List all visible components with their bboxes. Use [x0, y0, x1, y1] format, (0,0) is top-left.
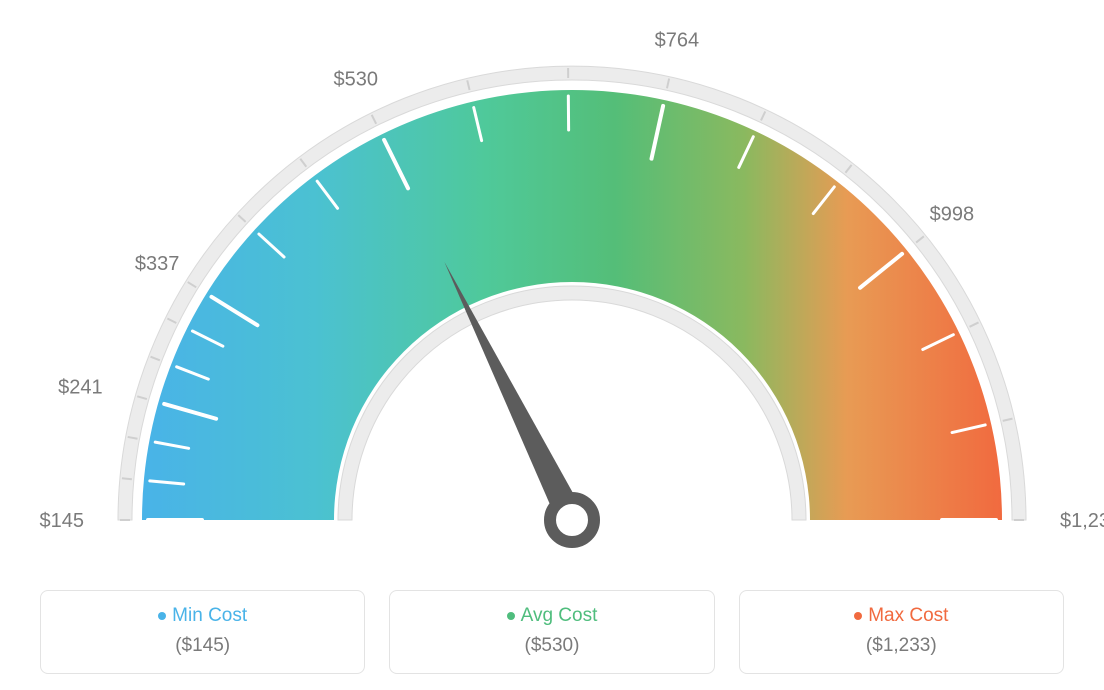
legend-avg-dot [507, 612, 515, 620]
gauge-tick-label: $145 [40, 510, 85, 532]
gauge-tick-label: $530 [333, 69, 378, 91]
gauge-tick-label: $241 [58, 376, 103, 398]
legend-card-avg: Avg Cost ($530) [389, 590, 714, 674]
legend-max-title: Max Cost [750, 605, 1053, 627]
legend-avg-label: Avg Cost [521, 605, 598, 626]
gauge-tick-label: $1,233 [1060, 510, 1104, 532]
legend-min-value: ($145) [51, 635, 354, 657]
gauge-tick-label: $337 [135, 253, 180, 275]
legend-row: Min Cost ($145) Avg Cost ($530) Max Cost… [20, 590, 1084, 674]
legend-card-min: Min Cost ($145) [40, 590, 365, 674]
legend-card-max: Max Cost ($1,233) [739, 590, 1064, 674]
legend-min-label: Min Cost [172, 605, 247, 626]
gauge-svg: $145 $241 $337 $530 $764 $998 $1,233 [20, 20, 1104, 580]
gauge-tick-label: $764 [655, 29, 700, 51]
legend-max-dot [854, 612, 862, 620]
legend-avg-title: Avg Cost [400, 605, 703, 627]
gauge-tick-label: $998 [930, 204, 975, 226]
legend-max-label: Max Cost [868, 605, 948, 626]
legend-max-value: ($1,233) [750, 635, 1053, 657]
legend-avg-value: ($530) [400, 635, 703, 657]
cost-gauge-chart: $145$241$337$530$764$998$1,233 [20, 20, 1084, 580]
gauge-colored-arc [142, 90, 1002, 520]
legend-min-dot [158, 612, 166, 620]
gauge-track-tick [122, 478, 132, 479]
gauge-needle-hub [550, 498, 594, 542]
legend-min-title: Min Cost [51, 605, 354, 627]
